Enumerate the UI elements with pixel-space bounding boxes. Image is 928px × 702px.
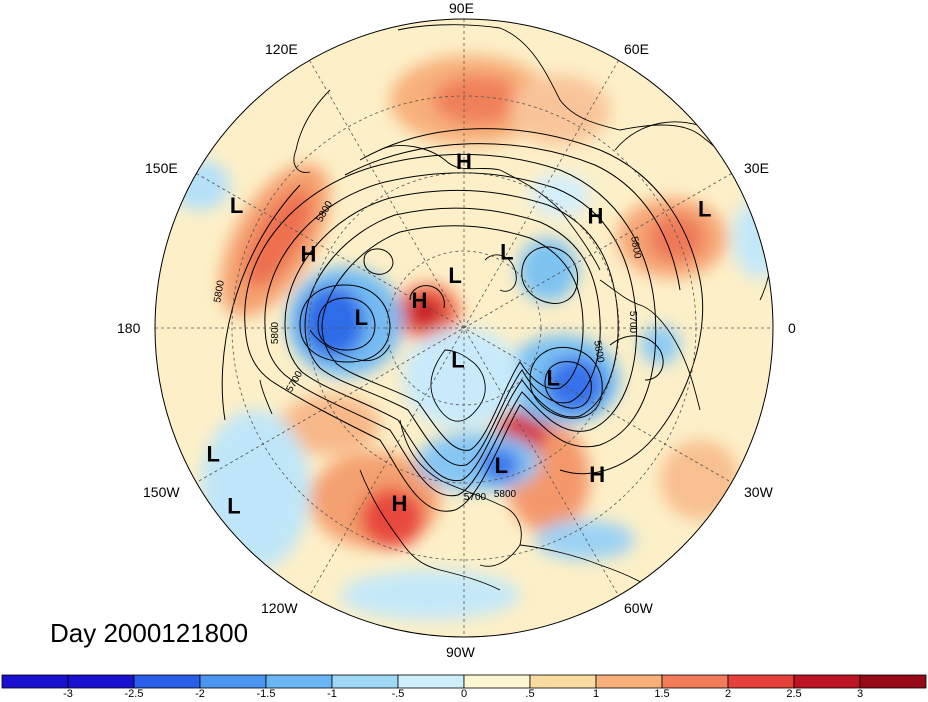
low-center-9: L <box>546 365 559 390</box>
lon-label-90w: 90W <box>446 644 475 660</box>
colorbar-box-2 <box>133 674 201 689</box>
lon-label-180: 180 <box>117 320 141 336</box>
colorbar-tick-label: .5 <box>525 688 535 700</box>
anomaly-field <box>155 19 773 637</box>
lon-label-90e: 90E <box>449 0 474 16</box>
contour-label-2: 5800 <box>212 279 227 303</box>
contour-label-8: 5800 <box>591 340 606 364</box>
colorbar-tick-label: -3 <box>63 688 73 700</box>
colorbar-tick-label: 2.5 <box>786 688 802 700</box>
colorbar-tick-label: 0 <box>460 688 468 700</box>
graticule <box>155 19 773 637</box>
high-center-2: H <box>300 241 316 266</box>
lon-label-120e: 120E <box>265 41 298 57</box>
colorbar-tick-label: -1.5 <box>256 688 276 700</box>
colorbar-box-4 <box>265 674 333 689</box>
low-center-13: L <box>206 442 219 467</box>
colorbar-box-11 <box>727 674 795 689</box>
colorbar-tick-label: -.5 <box>391 688 405 700</box>
colorbar-box-3 <box>199 674 267 689</box>
map-border <box>154 18 774 638</box>
colorbar-tick-label: 3 <box>856 688 864 700</box>
high-center-6: H <box>411 288 427 313</box>
lon-label-0: 0 <box>788 320 796 336</box>
low-center-11: L <box>495 453 508 478</box>
colorbar-box-6 <box>397 674 465 689</box>
colorbar <box>1 674 927 689</box>
coastlines <box>199 24 773 611</box>
colorbar-box-9 <box>595 674 663 689</box>
height-contours <box>221 128 704 512</box>
low-center-7: L <box>448 263 461 288</box>
contour-label-5: 5800 <box>494 489 517 500</box>
day-label: Day 2000121800 <box>50 618 249 648</box>
lon-label-60e: 60E <box>624 41 649 57</box>
colorbar-box-10 <box>661 674 729 689</box>
colorbar-box-12 <box>793 674 861 689</box>
contour-label-7: 5700 <box>627 311 638 334</box>
colorbar-tick-label: 1.5 <box>654 688 670 700</box>
contour-label-6: 5800 <box>628 236 643 260</box>
colorbar-tick-label: -1 <box>327 688 337 700</box>
lon-label-30e: 30E <box>744 160 769 176</box>
low-center-8: L <box>500 240 513 265</box>
colorbar-box-0 <box>1 674 69 689</box>
colorbar-box-8 <box>529 674 597 689</box>
colorbar-box-13 <box>859 674 927 689</box>
colorbar-box-1 <box>67 674 135 689</box>
low-center-15: L <box>227 494 240 519</box>
low-center-5: L <box>355 305 368 330</box>
lon-label-150e: 150E <box>145 160 178 176</box>
high-center-4: H <box>588 204 604 229</box>
colorbar-tick-label: -2.5 <box>124 688 144 700</box>
lon-label-150w: 150W <box>143 484 180 500</box>
contour-label-4: 5700 <box>464 492 487 503</box>
contour-label-1: 5800 <box>270 321 281 344</box>
colorbar-tick-label: -2 <box>195 688 205 700</box>
colorbar-box-5 <box>331 674 399 689</box>
lon-label-60w: 60W <box>624 600 653 616</box>
anomaly-blobs <box>170 55 773 620</box>
lon-label-30w: 30W <box>744 484 773 500</box>
high-center-14: H <box>391 491 407 516</box>
high-center-12: H <box>589 462 605 487</box>
high-center-0: H <box>456 149 472 174</box>
colorbar-tick-label: 1 <box>592 688 600 700</box>
colorbar-box-7 <box>463 674 531 689</box>
colorbar-tick-label: 2 <box>724 688 732 700</box>
low-center-1: L <box>230 193 243 218</box>
low-center-3: L <box>698 196 711 221</box>
low-center-10: L <box>451 348 464 373</box>
lon-label-120w: 120W <box>261 600 298 616</box>
